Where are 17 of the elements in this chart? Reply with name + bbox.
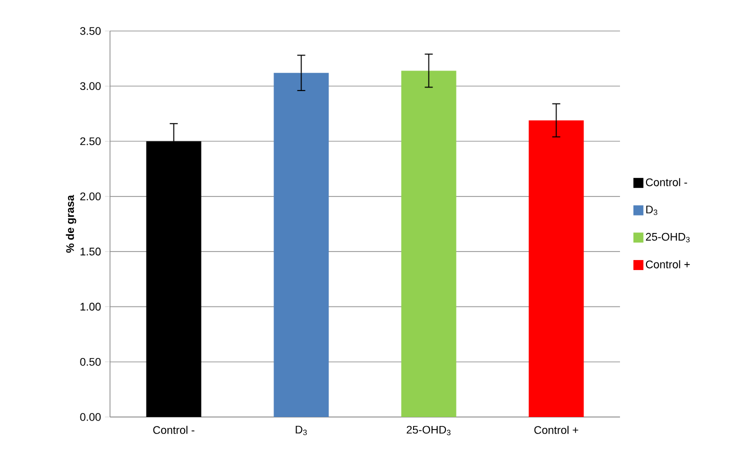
legend-label: Control + <box>646 260 690 268</box>
y-axis-title: % de grasa <box>66 194 76 253</box>
x-tick-label: Control + <box>534 426 578 434</box>
y-tick-label: 1.00 <box>80 302 101 311</box>
legend-label: Control - <box>646 178 688 186</box>
y-tick-label: 2.00 <box>80 192 101 200</box>
y-tick-label: 1.50 <box>80 248 101 256</box>
y-tick-label: 3.00 <box>80 82 101 90</box>
x-tick-label: 25-OHD$_{3}$ <box>406 426 450 436</box>
y-tick-label: 0.00 <box>80 413 101 421</box>
legend-label: 25-OHD$_{3}$ <box>646 232 690 242</box>
y-tick-label: 2.50 <box>80 137 101 146</box>
y-tick-label: 0.50 <box>80 358 101 366</box>
legend-label: D$_{3}$ <box>646 206 658 215</box>
y-tick-label: 3.50 <box>80 27 101 35</box>
x-tick-label: D$_{3}$ <box>296 426 307 436</box>
x-tick-label: Control - <box>153 426 194 434</box>
